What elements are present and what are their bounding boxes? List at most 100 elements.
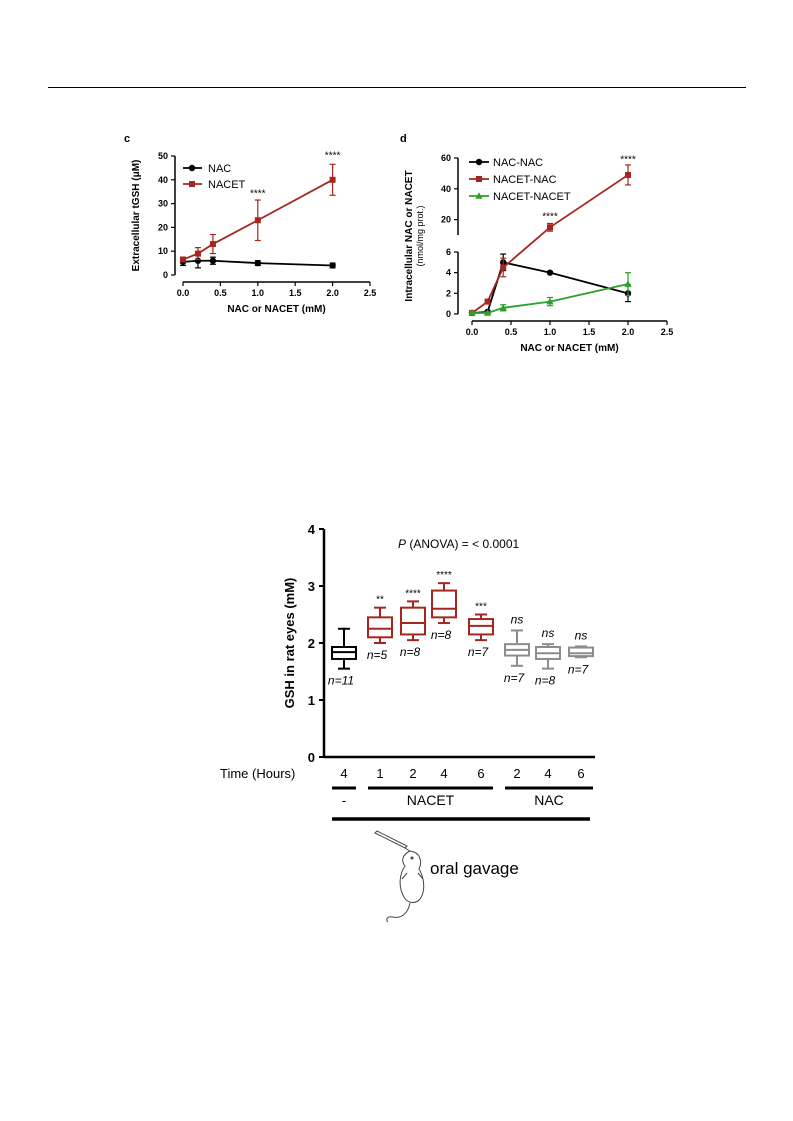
x-tick-label: 1.0 bbox=[544, 327, 557, 337]
y-tick-label: 0 bbox=[446, 309, 451, 319]
box-iqr bbox=[367, 616, 393, 639]
y-tick-label: 50 bbox=[158, 151, 168, 161]
x-tick-label: 2.5 bbox=[364, 288, 377, 298]
anova-title: P (ANOVA) = < 0.0001 bbox=[398, 537, 520, 551]
x-tick-label: 1.5 bbox=[289, 288, 302, 298]
y-tick-label: 4 bbox=[446, 268, 451, 278]
y-tick-label: 30 bbox=[158, 199, 168, 209]
y-tick-label: 60 bbox=[441, 153, 451, 163]
y-tick-label: 0 bbox=[308, 750, 315, 765]
rat-arm-left bbox=[401, 872, 408, 880]
syringe-shape bbox=[374, 830, 408, 849]
data-point-NACET-NAC bbox=[500, 264, 507, 271]
box-iqr bbox=[568, 646, 594, 658]
data-point-NACET-NACET bbox=[484, 309, 492, 316]
box-significance: ns bbox=[542, 626, 555, 640]
box-n-label: n=5 bbox=[367, 648, 388, 662]
time-tick-label: 4 bbox=[440, 766, 447, 781]
time-tick-label: 4 bbox=[340, 766, 347, 781]
y-tick-label: 4 bbox=[308, 522, 316, 537]
box-significance: **** bbox=[405, 588, 421, 599]
x-tick-label: 0.0 bbox=[466, 327, 479, 337]
y-tick-label: 2 bbox=[308, 636, 315, 651]
time-tick-label: 6 bbox=[577, 766, 584, 781]
significance-stars: **** bbox=[250, 188, 266, 199]
group-label: NACET bbox=[407, 792, 455, 808]
anova-title-text: (ANOVA) = < 0.0001 bbox=[406, 537, 519, 551]
data-point-NAC bbox=[329, 262, 336, 269]
data-point-NAC bbox=[209, 257, 217, 264]
box-n-label: n=7 bbox=[504, 671, 526, 685]
data-point-NACET-NACET bbox=[499, 304, 507, 311]
x-axis-label: NAC or NACET (mM) bbox=[227, 304, 325, 315]
box-n-label: n=7 bbox=[468, 645, 490, 659]
data-point-NACET-NACET bbox=[546, 297, 554, 305]
box-significance: *** bbox=[475, 602, 487, 613]
data-point-NAC-NAC bbox=[546, 269, 554, 276]
time-tick-label: 2 bbox=[409, 766, 416, 781]
y-tick-label: 40 bbox=[441, 184, 451, 194]
legend-label-NACET-NACET: NACET-NACET bbox=[493, 191, 571, 203]
significance-stars: **** bbox=[620, 155, 636, 166]
data-point-NACET bbox=[329, 176, 336, 183]
box-n-label: n=11 bbox=[328, 674, 354, 688]
legend-marker-NAC-NAC bbox=[475, 158, 483, 166]
chart-panel-c: c 0 10 20 30 40 50 0.0 0.5 1.0 1.5 2.0 2.5 NAC or NAC… bbox=[124, 133, 377, 315]
rat-body bbox=[399, 850, 425, 903]
significance-stars: **** bbox=[542, 212, 558, 223]
anova-title-p: P bbox=[398, 537, 406, 551]
box-n-label: n=7 bbox=[568, 662, 590, 676]
legend-marker-NACET bbox=[189, 181, 195, 187]
y-tick-label: 20 bbox=[441, 215, 451, 225]
time-tick-label: 2 bbox=[513, 766, 520, 781]
time-axis-label: Time (Hours) bbox=[220, 766, 295, 781]
axis-break-gap bbox=[456, 238, 460, 249]
legend-label-NAC-NAC: NAC-NAC bbox=[493, 157, 543, 169]
y-axis-label: Intracellular NAC or NACET bbox=[404, 170, 415, 301]
x-tick-label: 2.0 bbox=[326, 288, 339, 298]
page-header-rule bbox=[48, 87, 746, 88]
box-plot-gsh: 0 1 2 3 4 GSH in rat eyes (mM) P (ANOVA) = < 0… bbox=[220, 522, 595, 923]
box-significance: ns bbox=[575, 628, 588, 642]
y-axis-unit: (nmol/mg prot.) bbox=[415, 205, 425, 266]
rat-eye bbox=[410, 856, 414, 860]
rat-arm-right bbox=[417, 872, 424, 880]
time-tick-label: 1 bbox=[376, 766, 383, 781]
legend-marker-NAC bbox=[188, 164, 196, 172]
y-tick-label: 10 bbox=[158, 246, 168, 256]
x-tick-label: 0.5 bbox=[214, 288, 227, 298]
box-n-label: n=8 bbox=[400, 645, 421, 659]
data-point-NAC bbox=[254, 259, 261, 267]
y-tick-label: 3 bbox=[308, 579, 315, 594]
x-tick-label: 2.0 bbox=[622, 327, 635, 337]
data-point-NACET-NAC bbox=[547, 224, 553, 231]
box-n-label: n=8 bbox=[431, 628, 452, 642]
box-significance: **** bbox=[436, 570, 452, 581]
time-tick-label: 6 bbox=[477, 766, 484, 781]
y-axis-label: GSH in rat eyes (mM) bbox=[282, 578, 297, 709]
significance-stars: **** bbox=[325, 150, 341, 161]
legend-marker-NACET-NACET bbox=[475, 192, 483, 199]
box-significance: ** bbox=[376, 595, 384, 606]
y-tick-label: 1 bbox=[308, 693, 315, 708]
data-point-NACET-NAC bbox=[625, 171, 631, 178]
legend-marker-NACET-NAC bbox=[476, 176, 482, 182]
legend-label-NACET: NACET bbox=[208, 179, 246, 191]
box-iqr bbox=[400, 606, 426, 636]
box-iqr bbox=[431, 589, 457, 619]
data-point-NACET bbox=[194, 250, 201, 257]
chart-panel-d: d 0 2 4 6 20 40 60 0.0 0.5 1.0 1.5 2.0 2.5 NAC or NACE… bbox=[400, 133, 673, 354]
x-tick-label: 1.5 bbox=[583, 327, 596, 337]
x-tick-label: 0.5 bbox=[505, 327, 518, 337]
y-axis-label: Extracellular tGSH (μM) bbox=[131, 160, 142, 272]
x-tick-label: 0.0 bbox=[177, 288, 190, 298]
oral-gavage-label: oral gavage bbox=[430, 859, 519, 878]
x-tick-label: 1.0 bbox=[252, 288, 265, 298]
legend-label-NACET-NAC: NACET-NAC bbox=[493, 174, 557, 186]
data-point-NACET-NACET bbox=[468, 309, 476, 316]
data-point-NACET bbox=[209, 241, 216, 248]
y-tick-label: 6 bbox=[446, 247, 451, 257]
legend-label-NAC: NAC bbox=[208, 163, 231, 175]
y-tick-label: 40 bbox=[158, 175, 168, 185]
y-tick-label: 0 bbox=[163, 270, 168, 280]
